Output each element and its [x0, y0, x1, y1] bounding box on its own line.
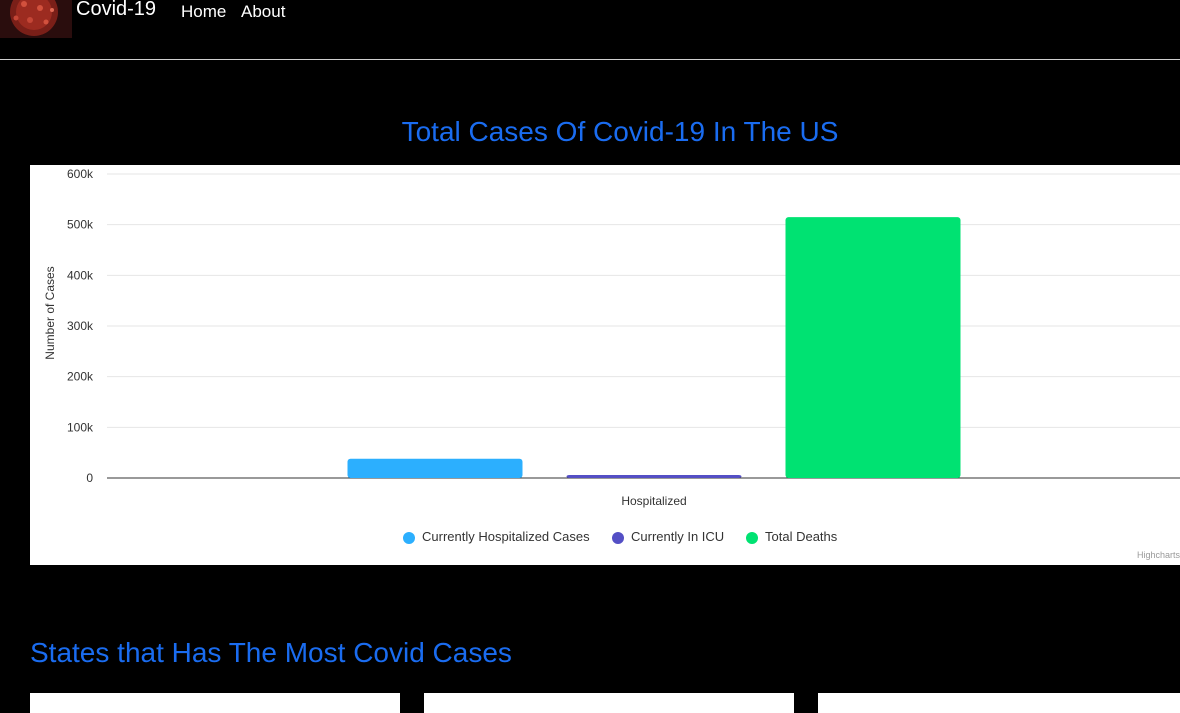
legend-dot-icon	[612, 532, 624, 544]
state-card	[424, 693, 794, 713]
virus-logo-image[interactable]	[0, 0, 72, 38]
brand-title[interactable]: Covid-19	[76, 0, 157, 20]
y-axis-title: Number of Cases	[43, 266, 57, 359]
y-tick-label: 400k	[67, 268, 94, 282]
state-card	[818, 693, 1180, 713]
chart-credits[interactable]: Highcharts	[1136, 550, 1180, 560]
chart-section-heading: Total Cases Of Covid-19 In The US	[401, 116, 839, 147]
navbar: Covid-19 Home About	[0, 0, 1180, 60]
legend-dot-icon	[746, 532, 758, 544]
y-tick-label: 500k	[67, 218, 94, 232]
bar-currently-hospitalized-cases[interactable]	[347, 458, 523, 478]
y-tick-label: 300k	[67, 319, 94, 333]
legend-dot-icon	[403, 532, 415, 544]
legend-label: Currently Hospitalized Cases	[422, 529, 590, 544]
bar-total-deaths[interactable]	[785, 217, 961, 479]
bar-currently-in-icu[interactable]	[566, 474, 742, 478]
x-axis-category-label: Hospitalized	[621, 494, 686, 508]
states-section-heading: States that Has The Most Covid Cases	[30, 637, 512, 668]
chart-container: 0 100k 200k 300k 400k 500k 600k Number of Case…	[30, 165, 1180, 565]
y-tick-label: 100k	[67, 420, 94, 434]
nav-link-about[interactable]: About	[241, 2, 286, 21]
y-tick-label: 600k	[67, 167, 94, 181]
state-card	[30, 693, 400, 713]
y-tick-label: 200k	[67, 370, 94, 384]
legend-label: Total Deaths	[765, 529, 838, 544]
y-tick-label: 0	[86, 471, 93, 485]
chart-legend: Currently Hospitalized Cases Currently In…	[30, 527, 1180, 547]
nav-link-home[interactable]: Home	[181, 2, 227, 21]
bar-chart: 0 100k 200k 300k 400k 500k 600k Number of Case…	[43, 167, 1180, 508]
legend-label: Currently In ICU	[631, 529, 725, 544]
